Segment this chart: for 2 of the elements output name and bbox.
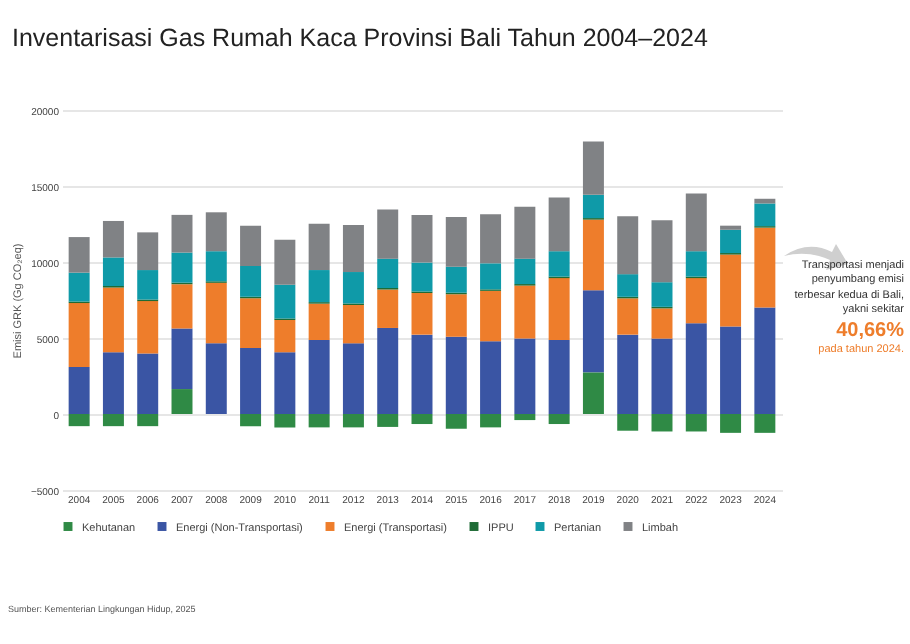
text: 40,66%	[834, 319, 904, 344]
chart-title: Inventarisasi Gas Rumah Kaca Provinsi Bali Tahun 2004–2024	[12, 24, 708, 52]
